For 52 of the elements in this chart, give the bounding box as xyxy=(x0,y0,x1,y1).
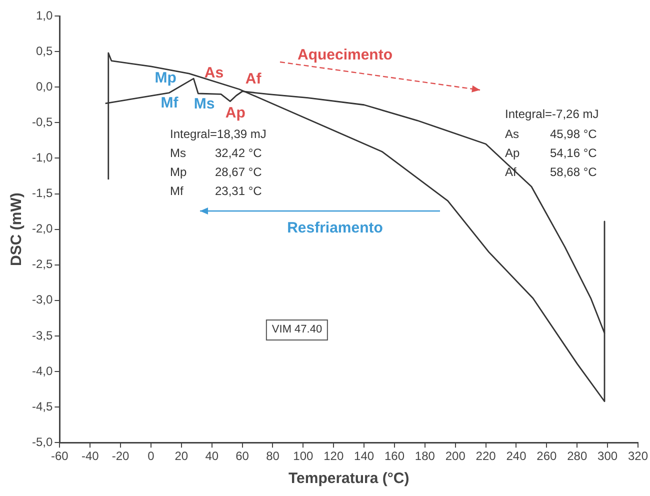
x-tick-label: 240 xyxy=(506,449,527,464)
y-tick-label: -1,0 xyxy=(32,150,53,165)
text: As 45,98 °C xyxy=(505,127,597,141)
x-tick-label: 280 xyxy=(567,449,588,464)
text: Af 58,68 °C xyxy=(505,165,597,179)
annotation: Ap xyxy=(225,104,246,122)
x-tick-label: -60 xyxy=(51,449,69,464)
y-tick-label: 0,5 xyxy=(36,44,53,58)
annotation: Ms xyxy=(194,96,215,113)
y-axis-title: DSC (mW) xyxy=(8,192,26,266)
text: Ms 32,42 °C xyxy=(170,146,262,160)
x-tick-label: 140 xyxy=(354,449,374,464)
text: Mf 23,31 °C xyxy=(170,184,262,198)
x-tick-label: 260 xyxy=(536,449,558,464)
x-tick-label: -40 xyxy=(81,449,100,464)
x-tick-label: 60 xyxy=(236,449,250,464)
annotation: Mf xyxy=(160,94,178,112)
text: Mp 28,67 °C xyxy=(170,165,262,179)
annotation: Mp xyxy=(154,69,176,86)
x-tick-label: 20 xyxy=(174,449,188,464)
y-tick-label: -1,5 xyxy=(32,186,53,200)
y-tick-label: -0,5 xyxy=(32,114,53,129)
y-tick-label: -4,0 xyxy=(32,364,53,378)
x-tick-label: 220 xyxy=(476,449,496,464)
y-tick-label: 1,0 xyxy=(36,8,53,22)
x-tick-label: 180 xyxy=(414,449,436,464)
x-tick-label: 0 xyxy=(148,449,155,464)
annotation: As xyxy=(204,64,224,82)
x-tick-label: -20 xyxy=(112,449,130,464)
x-tick-label: 200 xyxy=(445,449,466,464)
y-tick-label: -3,5 xyxy=(32,328,53,342)
y-tick-label: -3,0 xyxy=(32,292,53,307)
y-tick-label: -4,5 xyxy=(32,399,53,414)
annotation: Resfriamento xyxy=(287,220,383,236)
annotation: Integral=-7,26 mJ xyxy=(505,107,599,121)
y-tick-label: -5,0 xyxy=(32,434,53,449)
x-tick-label: 300 xyxy=(598,449,618,464)
y-tick-label: 0,0 xyxy=(36,79,53,94)
annotation: Aquecimento xyxy=(297,46,393,64)
annotation: Af xyxy=(245,70,262,88)
text: Ap 54,16 °C xyxy=(505,146,597,160)
x-tick-label: 100 xyxy=(293,449,314,464)
y-tick-label: -2,0 xyxy=(32,222,53,236)
x-tick-label: 40 xyxy=(205,449,219,464)
x-tick-label: 320 xyxy=(628,449,648,464)
x-tick-label: 160 xyxy=(384,449,405,464)
annotation: VIM 47.40 xyxy=(266,320,328,340)
annotation: Integral=18,39 mJ xyxy=(170,127,266,141)
x-tick-label: 120 xyxy=(324,449,344,464)
x-tick-label: 80 xyxy=(266,449,280,464)
y-tick-label: -2,5 xyxy=(32,257,53,272)
x-axis-title: Temperatura (°C) xyxy=(288,470,410,488)
